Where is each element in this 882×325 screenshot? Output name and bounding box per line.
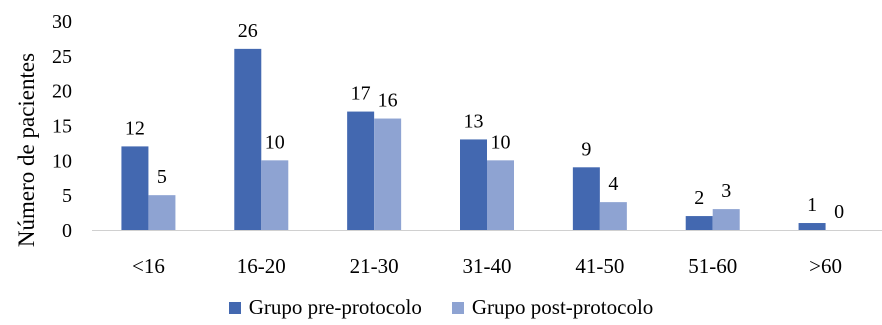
y-tick-label: 5 bbox=[62, 185, 72, 207]
data-label: 2 bbox=[694, 187, 704, 209]
y-axis-ticks: 0 5 10 15 20 25 30 bbox=[52, 11, 72, 242]
data-label: 13 bbox=[464, 110, 484, 132]
legend-swatch bbox=[451, 301, 464, 314]
bar-post-0 bbox=[148, 195, 176, 230]
x-axis-categories: <16 16-20 21-30 31-40 41-50 51-60 >60 bbox=[132, 254, 842, 278]
legend-swatch bbox=[228, 301, 241, 314]
data-label: 9 bbox=[581, 138, 591, 160]
x-category-label: <16 bbox=[132, 254, 165, 278]
bar-post-1 bbox=[261, 160, 289, 230]
bar-post-5 bbox=[712, 209, 740, 230]
legend-label: Grupo pre-protocolo bbox=[248, 295, 422, 319]
bar-pre-6 bbox=[798, 223, 826, 230]
data-label: 3 bbox=[721, 180, 731, 202]
data-label: 26 bbox=[238, 20, 258, 42]
bar-pre-3 bbox=[460, 139, 487, 230]
legend-item-pre: Grupo pre-protocolo bbox=[228, 295, 422, 320]
bar-pre-4 bbox=[572, 167, 600, 230]
y-axis-label: Número de pacientes bbox=[14, 53, 39, 247]
x-category-label: >60 bbox=[809, 254, 842, 278]
bar-post-4 bbox=[599, 202, 627, 230]
x-category-label: 21-30 bbox=[350, 254, 399, 278]
x-category-label: 31-40 bbox=[463, 254, 512, 278]
y-tick-label: 0 bbox=[62, 220, 72, 242]
legend-label: Grupo post-protocolo bbox=[471, 295, 654, 319]
y-tick-label: 20 bbox=[52, 81, 72, 103]
x-category-label: 51-60 bbox=[688, 254, 737, 278]
y-tick-label: 25 bbox=[52, 46, 72, 68]
bars bbox=[121, 48, 826, 230]
data-label: 12 bbox=[125, 117, 145, 139]
data-label: 4 bbox=[608, 173, 618, 195]
data-label: 1 bbox=[807, 194, 817, 216]
data-label: 0 bbox=[834, 201, 844, 223]
data-label: 10 bbox=[491, 131, 511, 153]
y-tick-label: 10 bbox=[52, 150, 72, 172]
bar-post-2 bbox=[374, 118, 402, 230]
data-label: 17 bbox=[351, 83, 371, 105]
data-label: 10 bbox=[265, 131, 285, 153]
bar-pre-5 bbox=[685, 216, 713, 230]
data-labels: 12 5 26 10 17 16 13 10 94 2 3 1 0 bbox=[125, 20, 844, 223]
x-category-label: 41-50 bbox=[575, 254, 624, 278]
y-tick-label: 30 bbox=[52, 11, 72, 33]
data-label: 5 bbox=[157, 166, 167, 188]
x-category-label: 16-20 bbox=[237, 254, 286, 278]
bar-pre-1 bbox=[234, 48, 262, 230]
bar-pre-0 bbox=[121, 146, 149, 230]
bar-post-3 bbox=[487, 160, 514, 230]
legend-item-post: Grupo post-protocolo bbox=[451, 295, 654, 320]
legend: Grupo pre-protocolo Grupo post-protocolo bbox=[0, 295, 882, 320]
y-tick-label: 15 bbox=[52, 116, 72, 138]
bar-pre-2 bbox=[347, 111, 375, 230]
data-label: 16 bbox=[378, 90, 398, 112]
